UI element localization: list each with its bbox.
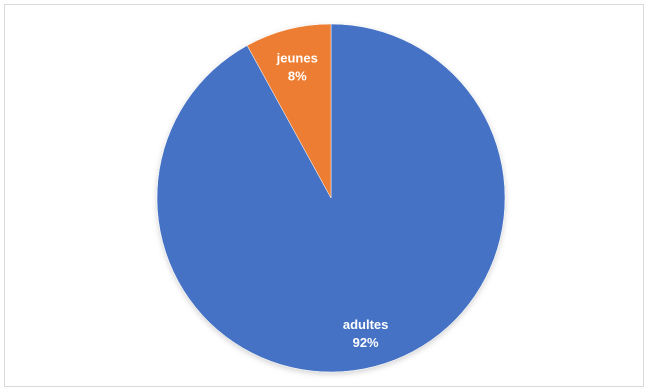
data-label-percent-adultes: 92% (353, 335, 379, 350)
data-label-category-adultes: adultes (343, 317, 389, 332)
pie-slices (156, 23, 506, 373)
pie-slice-jeunes (246, 23, 332, 199)
data-label-percent-jeunes: 8% (288, 69, 307, 84)
pie-labels: adultes 92% jeunes 8% (276, 51, 389, 350)
data-label-category-jeunes: jeunes (276, 51, 318, 66)
